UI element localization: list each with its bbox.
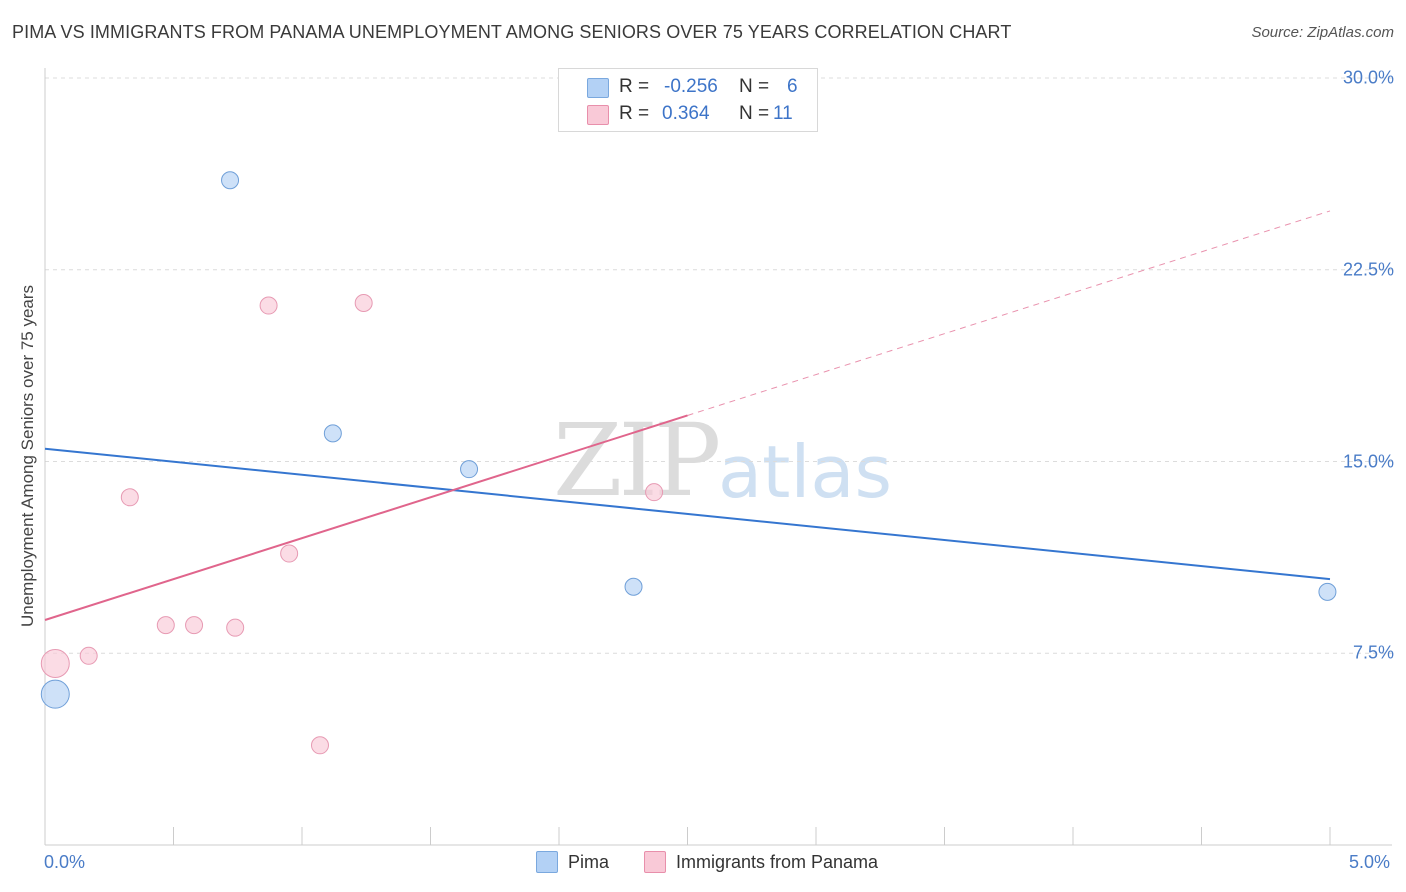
legend-r-label: R = (619, 103, 650, 124)
panama-point-1 (79, 646, 98, 665)
bottom-legend-label-panama: Immigrants from Panama (676, 851, 879, 872)
panama-point-2 (120, 488, 139, 507)
panama-point-8 (310, 736, 329, 755)
legend-n-value-panama: 11 (773, 103, 793, 124)
y-axis-label: Unemployment Among Seniors over 75 years (18, 284, 37, 628)
pima-point-0 (40, 679, 70, 709)
y-tick-label: 7.5% (1352, 642, 1394, 663)
legend-swatch-panama (587, 105, 609, 125)
y-tick-label: 15.0% (1342, 451, 1394, 471)
pima-point-3 (460, 460, 479, 479)
source-label: Source: ZipAtlas.com (1251, 24, 1394, 41)
pima-point-5 (1318, 582, 1337, 601)
panama-point-6 (259, 296, 278, 315)
legend-swatch-pima (587, 78, 609, 98)
trend-line-extension-panama (687, 210, 1331, 416)
bottom-legend-label-pima: Pima (568, 851, 610, 872)
bottom-legend-pima: Pima (536, 851, 609, 873)
legend-r-label: R = (619, 76, 650, 97)
legend-n-value-pima: 6 (787, 76, 798, 97)
panama-point-7 (280, 544, 299, 563)
y-tick-label: 22.5% (1342, 259, 1394, 280)
chart-title: PIMA VS IMMIGRANTS FROM PANAMA UNEMPLOYM… (12, 22, 1012, 42)
panama-point-3 (156, 616, 175, 635)
trend-line-pima (44, 447, 1331, 581)
pima-point-2 (323, 424, 342, 443)
trend-line-panama (44, 414, 688, 621)
correlation-legend: R = -0.256 N = 6 R = 0.364 N = 11 (558, 68, 818, 132)
panama-point-9 (354, 293, 373, 312)
pima-point-4 (624, 577, 643, 596)
panama-point-10 (645, 483, 664, 502)
x-tick-label-max: 5.0% (1349, 852, 1391, 872)
legend-n-label: N = (739, 76, 770, 97)
bottom-legend-swatch-pima (536, 851, 558, 873)
panama-point-4 (185, 616, 204, 635)
panama-point-0 (40, 648, 70, 678)
panama-point-5 (226, 618, 245, 637)
legend-r-value-panama: 0.364 (662, 103, 710, 124)
y-tick-label: 30.0% (1342, 67, 1394, 88)
bottom-legend-panama: Immigrants from Panama (644, 851, 878, 873)
watermark-atlas: atlas (718, 430, 892, 514)
pima-point-1 (221, 171, 240, 190)
x-tick-label-min: 0.0% (44, 852, 86, 872)
legend-n-label: N = (739, 103, 770, 124)
watermark-zip: ZIP (553, 402, 721, 519)
bottom-legend-swatch-panama (644, 851, 666, 873)
legend-r-value-pima: -0.256 (664, 76, 718, 97)
